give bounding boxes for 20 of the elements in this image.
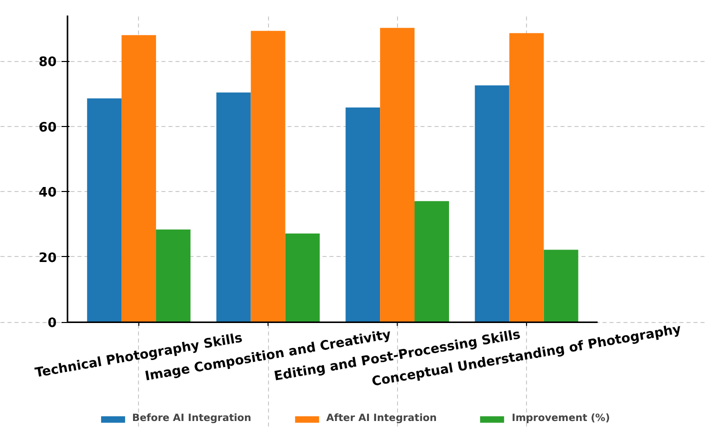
bar <box>216 92 251 322</box>
bar <box>285 233 320 322</box>
y-tick-label: 20 <box>38 250 57 266</box>
bar <box>87 98 122 322</box>
y-tick-label: 0 <box>48 316 57 332</box>
bar <box>250 30 286 322</box>
legend-label: After AI Integration <box>326 413 437 424</box>
y-tick-label: 80 <box>38 55 57 70</box>
bar <box>380 28 415 322</box>
legend-label: Before AI Integration <box>132 413 252 424</box>
y-tick-label: 40 <box>38 186 57 201</box>
bar <box>509 33 544 322</box>
bar <box>474 85 510 322</box>
bar <box>122 35 156 322</box>
bar <box>346 108 380 322</box>
bar <box>414 201 449 322</box>
y-tick-label: 60 <box>38 120 57 136</box>
bar <box>156 230 190 322</box>
bar <box>544 250 578 322</box>
legend-label: Improvement (%) <box>512 413 610 424</box>
